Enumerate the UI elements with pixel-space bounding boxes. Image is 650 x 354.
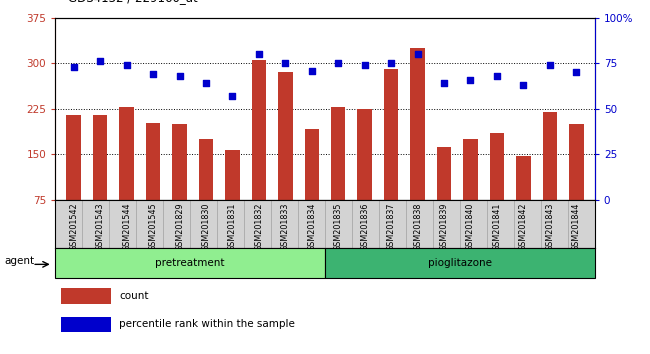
Point xyxy=(280,61,291,66)
Point xyxy=(148,72,159,77)
Text: GSM201831: GSM201831 xyxy=(228,202,237,251)
Point xyxy=(122,62,132,68)
Point xyxy=(68,64,79,70)
Bar xyxy=(120,107,134,200)
Text: GSM201841: GSM201841 xyxy=(493,202,501,251)
Text: count: count xyxy=(119,291,149,301)
Bar xyxy=(93,115,107,200)
Bar xyxy=(278,72,292,200)
Bar xyxy=(199,139,213,200)
Text: GSM201545: GSM201545 xyxy=(149,202,157,251)
Point xyxy=(518,82,528,88)
Bar xyxy=(172,124,187,200)
Text: GSM201837: GSM201837 xyxy=(387,202,396,251)
Text: GSM201829: GSM201829 xyxy=(175,202,184,251)
Text: GSM201835: GSM201835 xyxy=(333,202,343,251)
Bar xyxy=(304,129,319,200)
Text: agent: agent xyxy=(5,256,35,266)
Bar xyxy=(543,112,557,200)
Text: GSM201844: GSM201844 xyxy=(572,202,580,251)
Point xyxy=(491,73,502,79)
Text: GSM201836: GSM201836 xyxy=(360,202,369,251)
Text: GSM201843: GSM201843 xyxy=(545,202,554,251)
Point xyxy=(333,61,343,66)
Bar xyxy=(384,69,398,200)
Point xyxy=(95,59,105,64)
Text: GSM201838: GSM201838 xyxy=(413,202,422,251)
Bar xyxy=(358,109,372,200)
Point xyxy=(201,80,211,86)
Bar xyxy=(55,248,325,278)
Text: GSM201842: GSM201842 xyxy=(519,202,528,251)
Point xyxy=(465,77,476,82)
Text: percentile rank within the sample: percentile rank within the sample xyxy=(119,319,295,330)
Point xyxy=(571,69,582,75)
Bar xyxy=(66,115,81,200)
Text: GSM201839: GSM201839 xyxy=(439,202,448,251)
Bar xyxy=(225,150,240,200)
Text: GSM201840: GSM201840 xyxy=(466,202,475,251)
Bar xyxy=(463,139,478,200)
Point xyxy=(227,93,238,99)
Text: GSM201542: GSM201542 xyxy=(70,202,78,251)
Text: GSM201544: GSM201544 xyxy=(122,202,131,251)
Bar xyxy=(60,288,111,304)
Bar xyxy=(252,60,266,200)
Text: pretreatment: pretreatment xyxy=(155,258,225,268)
Bar xyxy=(146,123,161,200)
Text: GSM201833: GSM201833 xyxy=(281,202,290,251)
Bar xyxy=(516,156,530,200)
Point xyxy=(412,51,423,57)
Point xyxy=(439,80,449,86)
Text: GDS4132 / 229160_at: GDS4132 / 229160_at xyxy=(68,0,198,4)
Bar xyxy=(60,316,111,332)
Bar xyxy=(331,107,346,200)
Point xyxy=(359,62,370,68)
Point xyxy=(386,61,396,66)
Text: GSM201543: GSM201543 xyxy=(96,202,105,251)
Bar xyxy=(437,147,451,200)
Bar xyxy=(325,248,595,278)
Point xyxy=(174,73,185,79)
Bar xyxy=(489,133,504,200)
Bar xyxy=(410,48,425,200)
Text: GSM201832: GSM201832 xyxy=(254,202,263,251)
Point xyxy=(307,68,317,73)
Text: GSM201830: GSM201830 xyxy=(202,202,211,251)
Text: GSM201834: GSM201834 xyxy=(307,202,317,251)
Point xyxy=(254,51,264,57)
Point xyxy=(545,62,555,68)
Text: pioglitazone: pioglitazone xyxy=(428,258,492,268)
Bar xyxy=(569,124,584,200)
